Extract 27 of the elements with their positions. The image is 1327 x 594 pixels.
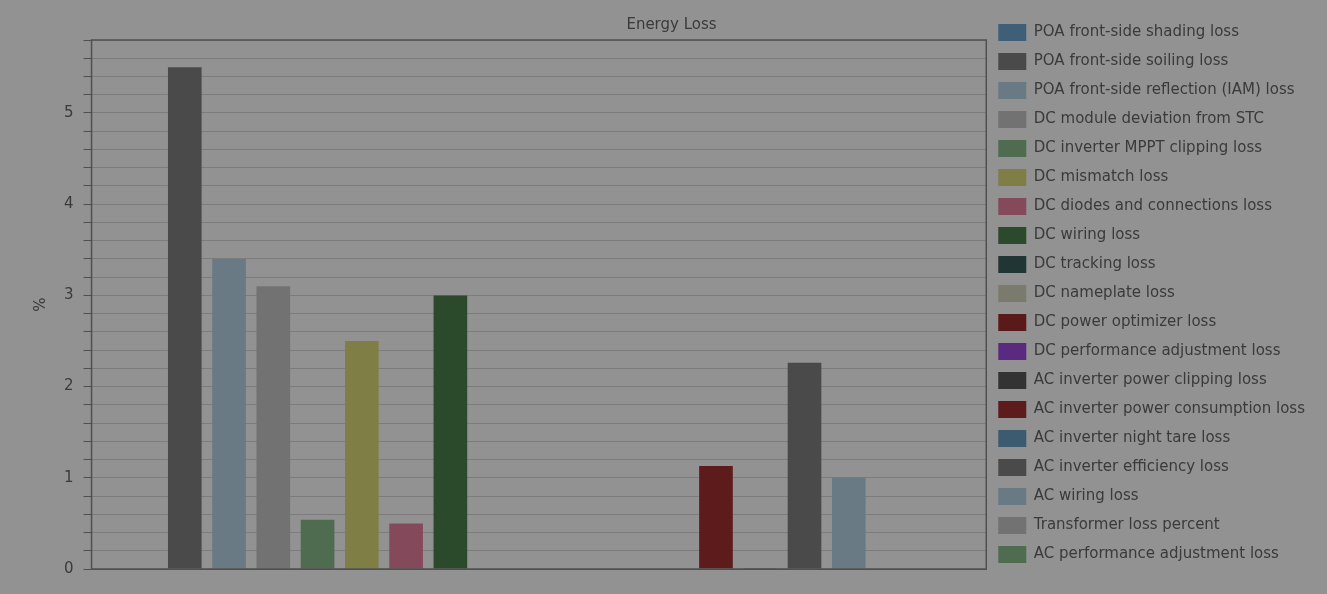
y-tick-label: 4 — [64, 194, 74, 213]
legend-label: Transformer loss percent — [1032, 515, 1220, 534]
legend-label: DC inverter MPPT clipping loss — [1033, 138, 1263, 157]
legend-label: AC inverter efficiency loss — [1033, 457, 1229, 476]
legend-label: DC tracking loss — [1033, 254, 1156, 273]
y-tick-label: 1 — [64, 467, 74, 486]
legend-label: DC wiring loss — [1033, 225, 1141, 244]
y-tick-label: 5 — [64, 102, 74, 121]
legend-label: AC performance adjustment loss — [1033, 544, 1280, 563]
legend-label: POA front-side reflection (IAM) loss — [1033, 80, 1295, 99]
y-tick-label: 2 — [64, 376, 74, 395]
legend-label: AC wiring loss — [1033, 486, 1139, 505]
y-tick-label: 3 — [64, 285, 74, 304]
legend-label: DC performance adjustment loss — [1033, 341, 1281, 360]
legend-label: POA front-side soiling loss — [1033, 51, 1229, 70]
legend-label: POA front-side shading loss — [1033, 22, 1240, 41]
chart-title: Energy Loss — [626, 14, 717, 33]
legend-label: DC mismatch loss — [1033, 167, 1169, 186]
legend-label: DC module deviation from STC — [1033, 109, 1264, 128]
y-tick-label: 0 — [64, 558, 74, 577]
y-axis-title: % — [30, 297, 49, 312]
legend-label: AC inverter power consumption loss — [1033, 399, 1306, 418]
legend-label: DC diodes and connections loss — [1033, 196, 1273, 215]
legend-label: DC nameplate loss — [1033, 283, 1176, 302]
legend-label: DC power optimizer loss — [1033, 312, 1217, 331]
legend-label: AC inverter power clipping loss — [1033, 370, 1267, 389]
legend-label: AC inverter night tare loss — [1033, 428, 1231, 447]
